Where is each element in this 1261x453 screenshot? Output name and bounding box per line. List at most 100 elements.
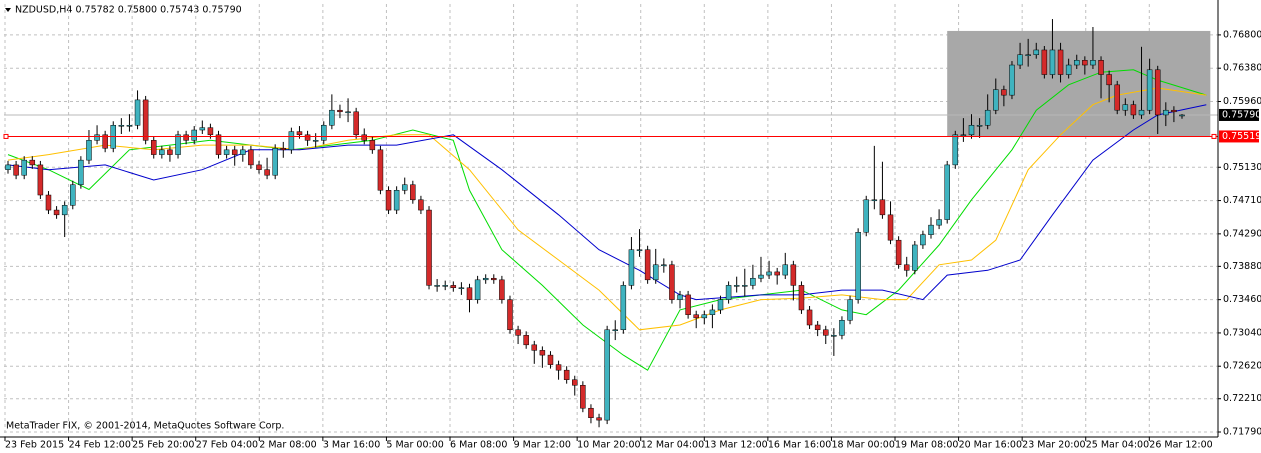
- candle: [345, 98, 351, 123]
- candle: [401, 177, 408, 195]
- candle-body: [361, 134, 367, 141]
- candle: [1179, 114, 1185, 119]
- candle: [256, 160, 262, 174]
- candle: [677, 290, 683, 309]
- candle-body: [280, 148, 287, 151]
- candle: [839, 316, 845, 340]
- candle: [944, 160, 950, 224]
- candle-body: [823, 329, 829, 336]
- candle-body: [733, 285, 740, 287]
- candle-body: [1082, 60, 1088, 66]
- candle-body: [742, 285, 748, 287]
- candle-body: [296, 131, 303, 136]
- candle-body: [976, 125, 983, 127]
- candle: [418, 195, 424, 215]
- candle: [482, 274, 489, 284]
- candle-body: [369, 140, 376, 151]
- candle: [831, 328, 837, 356]
- candle-body: [5, 164, 11, 170]
- candle-body: [847, 299, 853, 321]
- candle-body: [1057, 49, 1064, 75]
- candle: [750, 264, 756, 290]
- candle-body: [61, 205, 68, 216]
- candle: [1049, 19, 1056, 79]
- candle-body: [814, 324, 821, 331]
- candle: [887, 201, 894, 245]
- candle-body: [385, 190, 392, 211]
- candle: [78, 156, 84, 189]
- candle-body: [1025, 54, 1031, 56]
- y-tick-label: 0.74710: [1223, 195, 1261, 206]
- candle-body: [960, 134, 967, 137]
- candle: [329, 94, 335, 130]
- candle: [863, 195, 869, 237]
- candle-body: [288, 131, 295, 151]
- candle-body: [499, 279, 505, 300]
- candle: [1130, 100, 1137, 119]
- x-tick-label: 19 Mar 08:00: [895, 440, 958, 451]
- candle-body: [1033, 49, 1040, 55]
- candle-body: [329, 109, 335, 126]
- candle-body: [13, 164, 19, 176]
- candle-body: [839, 319, 845, 336]
- candle: [61, 201, 68, 238]
- candle-body: [159, 149, 165, 155]
- candle: [968, 114, 975, 139]
- candle-body: [903, 264, 910, 271]
- candle-body: [167, 149, 173, 155]
- candle-body: [78, 159, 84, 185]
- candle: [1106, 70, 1112, 103]
- candle: [685, 290, 691, 319]
- candle-body: [401, 184, 408, 191]
- candle: [175, 130, 181, 159]
- candle: [21, 156, 27, 180]
- candle: [1041, 46, 1048, 79]
- candle: [1138, 46, 1145, 119]
- price-label-box: [1219, 130, 1259, 143]
- candle: [572, 375, 578, 396]
- candle: [1146, 58, 1153, 115]
- line-handle: [3, 133, 9, 139]
- candle-body: [1122, 104, 1129, 111]
- candle-body: [993, 89, 999, 111]
- candle-body: [256, 164, 262, 170]
- candle-body: [442, 285, 448, 287]
- candle: [661, 258, 667, 273]
- candle-body: [652, 264, 659, 281]
- rectangle-object: [947, 30, 1211, 137]
- candle: [580, 381, 586, 413]
- y-tick-label: 0.71790: [1223, 427, 1261, 438]
- candle: [215, 130, 222, 159]
- candle: [993, 78, 999, 115]
- candle: [353, 107, 359, 139]
- candle-body: [515, 329, 521, 336]
- candle: [669, 260, 675, 304]
- candle-body: [636, 249, 643, 251]
- candle-body: [1163, 109, 1169, 116]
- candle-body: [725, 285, 732, 300]
- candle: [1098, 56, 1104, 99]
- candle: [1082, 56, 1088, 75]
- candle: [531, 340, 538, 364]
- y-tick-label: 0.76800: [1223, 29, 1261, 40]
- candle: [248, 145, 254, 169]
- candle-body: [1049, 49, 1056, 75]
- candle: [912, 240, 918, 275]
- candle-body: [563, 369, 570, 380]
- x-tick-label: 3 Mar 16:00: [323, 440, 380, 451]
- candle-body: [1130, 104, 1137, 116]
- moving-average: [7, 69, 1207, 371]
- footer: MetaTrader FIX, © 2001-2014, MetaQuotes …: [6, 421, 284, 432]
- candle: [1065, 58, 1072, 79]
- candle: [231, 145, 238, 166]
- candle-body: [604, 329, 610, 421]
- candle: [628, 237, 635, 290]
- candle: [555, 360, 562, 380]
- menu-arrow[interactable]: [5, 8, 11, 12]
- candle: [984, 94, 991, 130]
- candle: [847, 295, 853, 325]
- candle-body: [183, 134, 189, 141]
- candle: [742, 268, 748, 297]
- candle-body: [345, 111, 351, 114]
- candle: [960, 118, 967, 142]
